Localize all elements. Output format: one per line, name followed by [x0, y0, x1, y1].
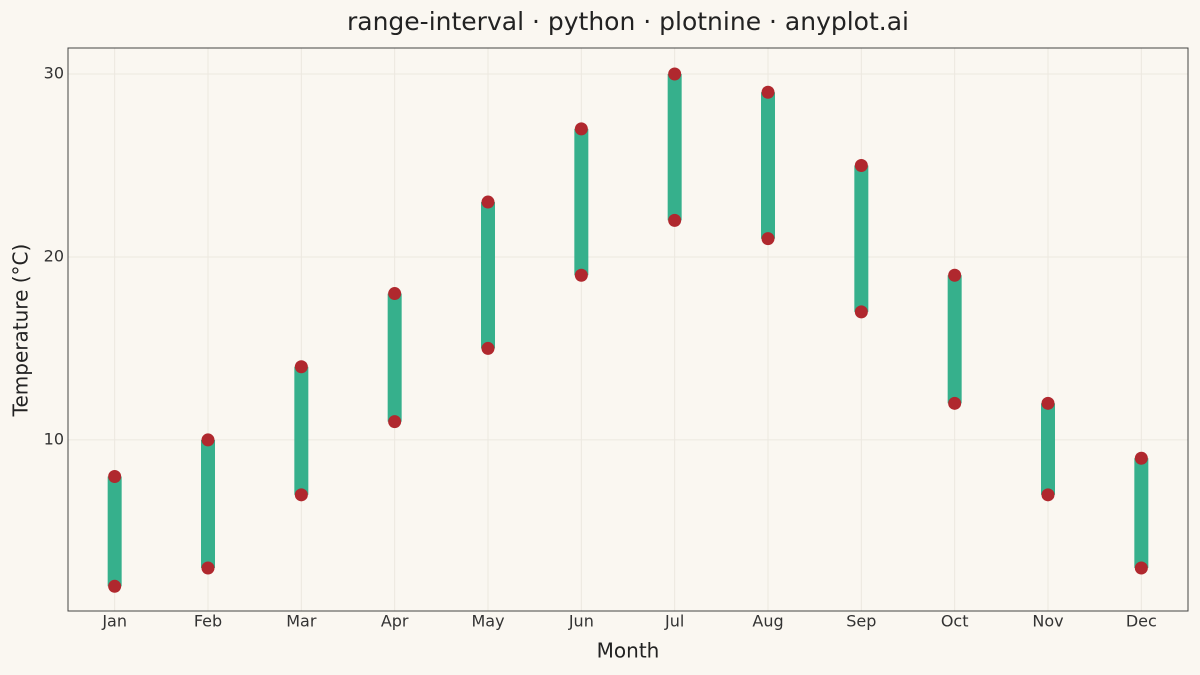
- high-point: [388, 287, 402, 301]
- high-point: [1041, 396, 1055, 410]
- low-point: [948, 396, 962, 410]
- range-bar: [481, 202, 495, 349]
- range-bar: [947, 275, 962, 404]
- y-axis-label: Temperature (°C): [9, 244, 33, 418]
- range-bar: [761, 92, 775, 239]
- high-point: [761, 85, 775, 99]
- low-point: [388, 415, 402, 429]
- marks: [107, 67, 1149, 593]
- x-tick-label: Dec: [1126, 612, 1157, 631]
- high-point: [948, 268, 962, 282]
- plot-frame: [67, 47, 1189, 612]
- range-bar: [854, 165, 869, 312]
- x-tick-label: Jul: [664, 612, 684, 631]
- x-tick-label: Mar: [286, 612, 317, 631]
- high-point: [574, 122, 588, 136]
- low-point: [108, 579, 122, 593]
- chart-title: range-interval · python · plotnine · any…: [347, 7, 909, 36]
- low-point: [854, 305, 868, 319]
- range-bar: [201, 439, 215, 569]
- high-point: [668, 67, 682, 81]
- high-point: [294, 360, 308, 374]
- low-point: [481, 341, 495, 355]
- high-point: [481, 195, 495, 209]
- x-tick-label: Sep: [846, 612, 876, 631]
- range-bar: [1134, 458, 1149, 569]
- low-point: [668, 213, 682, 227]
- x-tick-label: May: [471, 612, 504, 631]
- range-bar: [667, 73, 682, 221]
- x-tick-label: Oct: [941, 612, 969, 631]
- high-point: [854, 158, 868, 172]
- high-point: [1134, 451, 1148, 465]
- y-tick-label: 20: [44, 246, 64, 265]
- low-point: [294, 488, 308, 502]
- x-tick-label: Feb: [194, 612, 222, 631]
- range-bar: [294, 366, 309, 495]
- x-tick-label: Jan: [101, 612, 127, 631]
- range-bar: [107, 476, 122, 587]
- range-bar: [574, 128, 589, 276]
- low-point: [1041, 488, 1055, 502]
- low-point: [574, 268, 588, 282]
- low-point: [201, 561, 215, 575]
- x-axis-label: Month: [597, 639, 660, 663]
- y-tick-label: 10: [44, 429, 64, 448]
- range-bar: [1041, 403, 1055, 495]
- low-point: [1134, 561, 1148, 575]
- high-point: [108, 470, 122, 484]
- y-tick-label: 30: [44, 63, 64, 82]
- high-point: [201, 433, 215, 447]
- x-tick-label: Aug: [752, 612, 783, 631]
- x-tick-label: Apr: [381, 612, 409, 631]
- low-point: [761, 232, 775, 246]
- x-tick-label: Nov: [1032, 612, 1063, 631]
- x-tick-label: Jun: [568, 612, 594, 631]
- range-bar: [387, 293, 402, 422]
